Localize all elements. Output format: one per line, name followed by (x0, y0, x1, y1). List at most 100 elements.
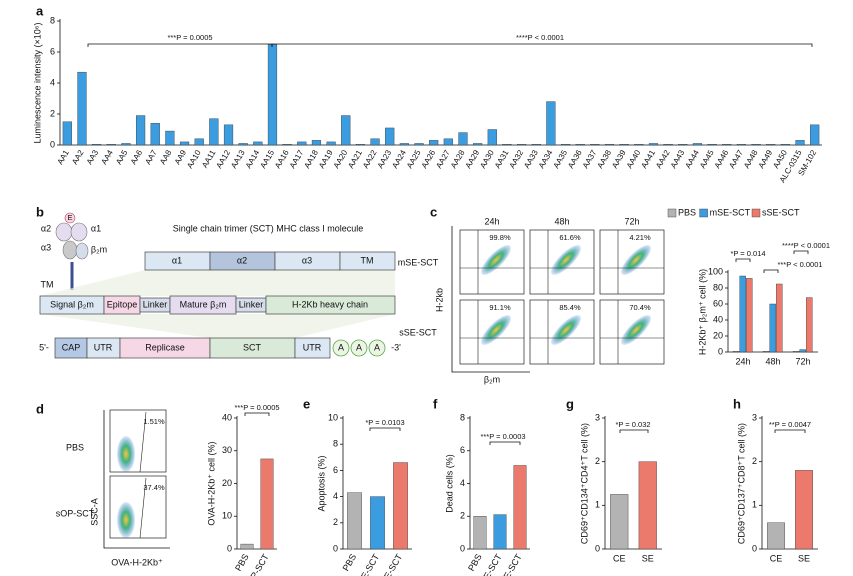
bar (517, 144, 527, 146)
bar (282, 144, 292, 146)
gate-percent: 4.21% (629, 233, 651, 242)
time-label: 24h (484, 216, 499, 226)
significance-bracket (369, 427, 401, 431)
p-value: *P = 0.032 (615, 420, 650, 429)
flow-density (117, 436, 135, 472)
bar (267, 44, 278, 146)
y-tick-label: 1 (752, 500, 757, 510)
flow-density (551, 315, 581, 345)
bar (762, 351, 770, 353)
mrna-label: UTR (303, 342, 322, 352)
y-tick-label: 100 (708, 266, 723, 276)
y-tick-label: 6 (460, 445, 465, 455)
significance-bracket (774, 429, 806, 433)
y-axis-label: CD69⁺CD134⁺CD4⁺T cell (%) (579, 423, 589, 544)
alpha1-domain (70, 222, 88, 242)
alpha3-domain (62, 240, 78, 260)
panel-label: c (430, 204, 437, 219)
x-tick-label: PBS (341, 552, 359, 573)
domain-label: TM (361, 255, 374, 265)
panel-label: e (303, 396, 310, 411)
bar (385, 127, 395, 146)
p-value: **P = 0.0047 (769, 420, 811, 429)
x-tick-label: AA4 (99, 148, 115, 166)
polya (350, 339, 368, 357)
y-tick-label: 2 (460, 511, 465, 521)
p-value: *P = 0.0103 (365, 418, 404, 427)
construct-box (265, 295, 396, 315)
axis-label: H-2kb (434, 288, 444, 312)
bar (473, 516, 487, 550)
bar (92, 144, 102, 146)
y-tick-label: 60 (713, 298, 723, 308)
y-axis-label: H-2Kb⁺ β₂m⁺ cell (%) (697, 269, 707, 355)
x-tick-label: AA3 (85, 148, 101, 166)
flow-plot (599, 229, 665, 295)
bar (370, 138, 380, 146)
bar (493, 514, 507, 550)
y-tick-label: 6 (333, 465, 338, 475)
bar (355, 144, 365, 146)
mrna-label: UTR (94, 342, 113, 352)
y-tick-label: 10 (328, 412, 338, 422)
bar (531, 144, 541, 146)
bar (165, 130, 175, 146)
shade (40, 314, 395, 338)
bar (429, 140, 439, 146)
bar (560, 144, 571, 146)
mrna-label: 5'- (39, 342, 49, 352)
time-label: 48h (554, 216, 569, 226)
y-tick-label: 30 (222, 445, 232, 455)
bar (769, 303, 776, 353)
y-tick-label: 40 (222, 412, 232, 422)
y-tick-label: 4 (460, 478, 465, 488)
gate-percent: 99.8% (489, 233, 511, 242)
panel-label: f (433, 396, 438, 411)
axis-arrow (103, 410, 170, 549)
gate-line (139, 411, 147, 473)
molecule-label: TM (41, 279, 54, 289)
bar (62, 121, 72, 146)
sct-diagram: b E α2 α1 α3 β₂m TM Single chain trimer … (36, 204, 401, 359)
flow-density (481, 245, 511, 275)
panel-label: g (566, 396, 574, 411)
time-label: 72h (624, 216, 639, 226)
bar (370, 496, 385, 550)
y-tick-label: 0 (333, 543, 338, 553)
bar (260, 458, 274, 550)
polya (332, 339, 350, 357)
flow-density (117, 502, 135, 538)
y-tick-label: 6 (50, 46, 55, 56)
significance-bracket (793, 250, 809, 254)
bar (179, 141, 190, 146)
mrna-label: Replicase (145, 342, 185, 352)
bar (722, 144, 732, 146)
y-tick-label: 1 (595, 500, 600, 510)
bar (766, 144, 776, 146)
x-tick-label: 72h (795, 356, 810, 366)
bar (799, 349, 806, 353)
y-tick-label: 40 (713, 314, 723, 324)
bar (776, 283, 783, 353)
bar (810, 124, 820, 146)
construct-label: Epitope (107, 299, 138, 309)
row-label: sOP-SCT (56, 508, 95, 518)
significance-bracket (489, 441, 521, 445)
bar (634, 144, 644, 146)
significance-bracket (244, 412, 270, 416)
bar (458, 132, 468, 146)
bar (341, 115, 351, 146)
construct-label: Linker (239, 299, 264, 309)
significance-bracket (735, 258, 751, 262)
axis-label: OVA-H-2Kb⁺ (111, 557, 163, 567)
panel-label: b (36, 204, 44, 219)
bar (792, 351, 800, 353)
significance-bracket (763, 269, 779, 273)
y-axis-label: Luminescence intensity (×10⁶) (32, 22, 42, 143)
x-tick-label: AA10 (185, 148, 203, 170)
p-value: ***P = 0.0005 (167, 33, 212, 42)
y-tick-label: 4 (50, 77, 55, 87)
x-tick-label: 48h (765, 356, 780, 366)
significance-bracket (87, 43, 273, 47)
